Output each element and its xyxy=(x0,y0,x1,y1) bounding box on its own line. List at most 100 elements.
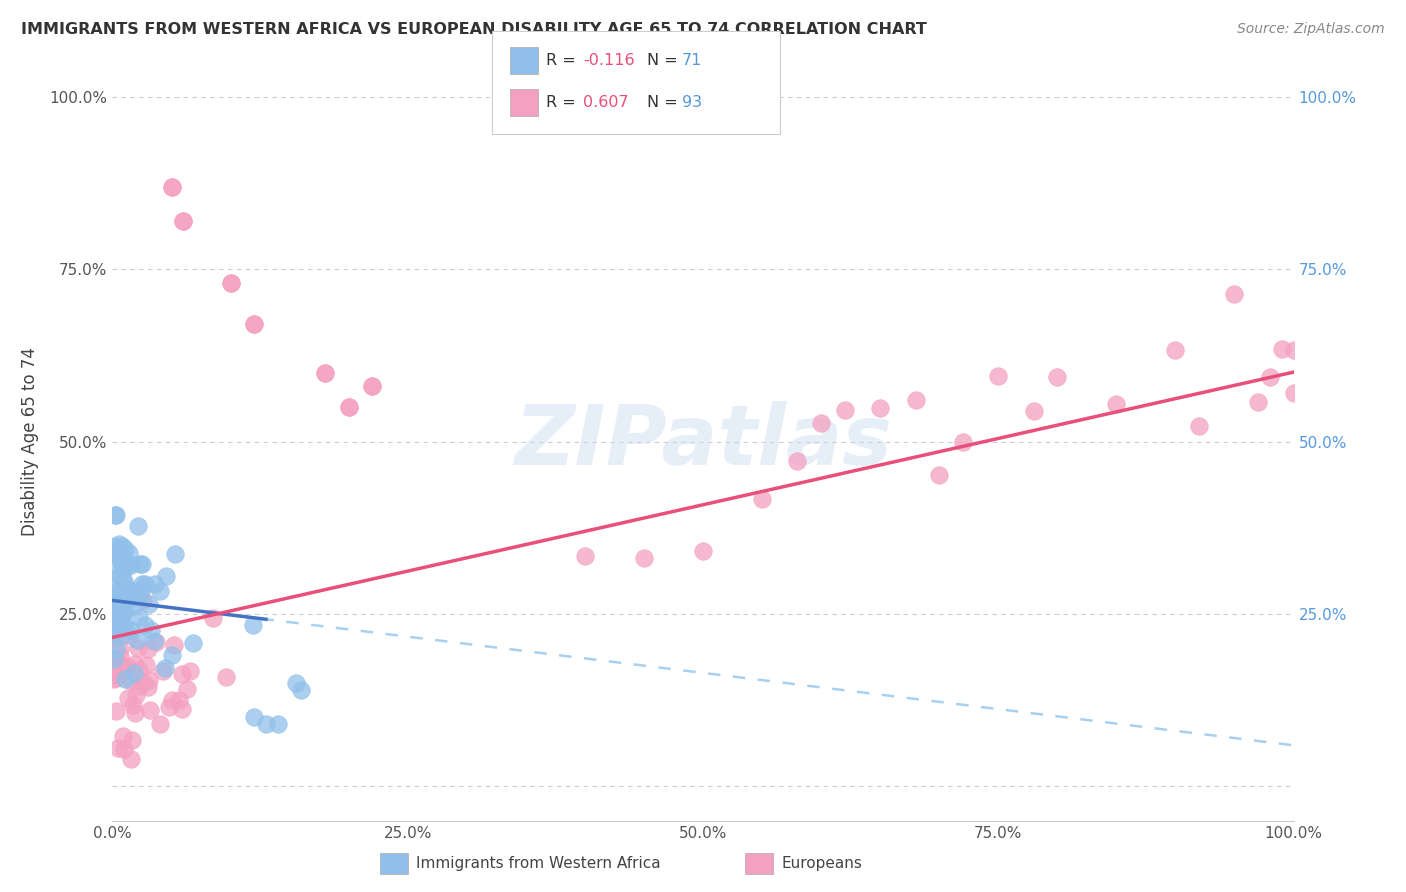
Point xyxy=(254,717,277,731)
Text: ZIPatlas: ZIPatlas xyxy=(515,401,891,482)
Point xyxy=(136,680,159,694)
Point xyxy=(219,276,242,290)
Point xyxy=(169,693,191,707)
Point xyxy=(201,611,224,625)
Point xyxy=(145,634,167,648)
Point xyxy=(111,539,134,553)
Point xyxy=(1271,342,1294,356)
Point xyxy=(904,393,927,408)
Point xyxy=(134,618,156,632)
Point xyxy=(108,657,131,671)
Point xyxy=(361,379,384,393)
Point xyxy=(104,566,127,581)
Point xyxy=(1188,418,1211,433)
Point xyxy=(1022,403,1045,417)
Point xyxy=(111,572,134,586)
Point xyxy=(103,672,125,686)
Point xyxy=(108,537,131,551)
Point xyxy=(267,717,290,731)
Point xyxy=(987,369,1010,384)
Point xyxy=(129,558,152,572)
Point xyxy=(176,681,198,696)
Point xyxy=(103,572,125,586)
Point xyxy=(118,582,141,597)
Point xyxy=(103,652,125,666)
Point xyxy=(117,691,139,706)
Point xyxy=(112,729,135,743)
Point xyxy=(108,649,131,664)
Point xyxy=(135,658,157,673)
Point xyxy=(163,638,186,652)
Point xyxy=(834,402,856,417)
Point xyxy=(145,577,167,591)
Point xyxy=(337,400,360,414)
Point xyxy=(138,597,160,611)
Point xyxy=(131,576,153,591)
Point xyxy=(751,492,773,507)
Point xyxy=(103,621,125,635)
Point xyxy=(114,620,136,634)
Point xyxy=(134,577,156,591)
Point xyxy=(160,179,183,194)
Point xyxy=(172,702,194,716)
Text: N =: N = xyxy=(647,95,683,110)
Point xyxy=(122,599,145,613)
Point xyxy=(115,658,138,673)
Text: 93: 93 xyxy=(682,95,702,110)
Point xyxy=(172,214,194,228)
Y-axis label: Disability Age 65 to 74: Disability Age 65 to 74 xyxy=(21,347,38,536)
Point xyxy=(149,717,172,731)
Point xyxy=(107,667,129,681)
Point xyxy=(118,557,141,571)
Point xyxy=(129,680,152,694)
Point xyxy=(1046,370,1069,384)
Point xyxy=(107,592,129,607)
Point xyxy=(139,703,162,717)
Point xyxy=(1282,385,1305,400)
Point xyxy=(1247,395,1270,409)
Point xyxy=(103,627,125,641)
Point xyxy=(110,587,132,601)
Point xyxy=(104,508,127,522)
Point xyxy=(104,508,127,522)
Point xyxy=(314,366,336,380)
Point xyxy=(107,741,129,756)
Point xyxy=(112,553,135,567)
Point xyxy=(160,179,183,194)
Point xyxy=(139,624,162,638)
Point xyxy=(108,608,131,623)
Point xyxy=(290,682,312,697)
Point xyxy=(124,665,146,680)
Point xyxy=(103,545,125,559)
Point xyxy=(125,633,148,648)
Point xyxy=(128,610,150,624)
Point xyxy=(131,558,153,572)
Point xyxy=(104,642,127,657)
Point xyxy=(120,558,142,573)
Text: Immigrants from Western Africa: Immigrants from Western Africa xyxy=(416,856,661,871)
Point xyxy=(114,582,136,596)
Point xyxy=(120,623,142,637)
Point xyxy=(284,675,307,690)
Point xyxy=(108,552,131,566)
Point xyxy=(786,453,808,467)
Point xyxy=(1223,287,1246,301)
Point xyxy=(108,582,131,597)
Text: -0.116: -0.116 xyxy=(583,54,636,68)
Point xyxy=(132,675,155,690)
Point xyxy=(215,670,238,684)
Point xyxy=(361,379,384,393)
Point xyxy=(105,550,128,565)
Point xyxy=(1105,397,1128,411)
Point xyxy=(128,590,150,604)
Point xyxy=(112,742,135,756)
Point xyxy=(111,562,134,576)
Point xyxy=(181,636,204,650)
Point xyxy=(118,546,141,560)
Point xyxy=(242,618,264,632)
Point xyxy=(170,667,193,681)
Point xyxy=(114,598,136,612)
Text: 0.607: 0.607 xyxy=(583,95,628,110)
Point xyxy=(1258,370,1281,384)
Point xyxy=(149,583,172,598)
